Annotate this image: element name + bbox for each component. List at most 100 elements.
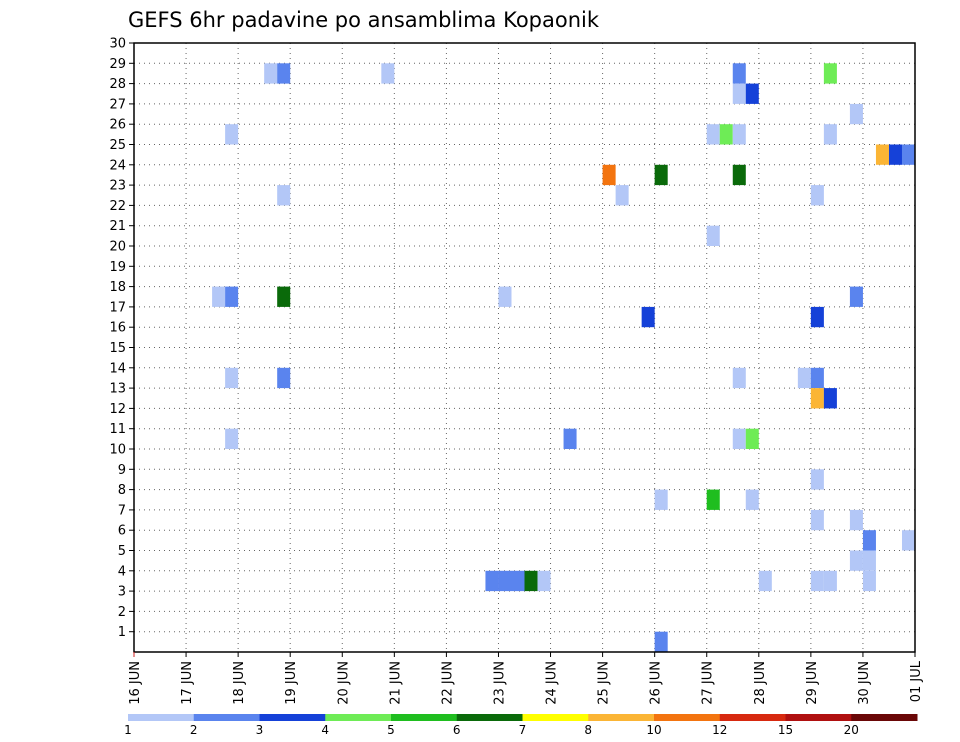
y-tick-label: 7 [118,503,126,518]
y-tick-label: 25 [109,138,126,153]
precip-cell [810,388,824,409]
y-tick-label: 4 [118,564,126,579]
precip-cell [732,83,746,104]
precip-cell [563,428,577,449]
precip-cell [732,164,746,186]
y-tick-label: 26 [109,118,126,133]
legend-swatch [193,714,260,721]
legend-label: 8 [584,723,592,737]
precip-cell [602,164,616,186]
y-tick-label: 10 [109,443,126,458]
legend-swatch [259,714,326,721]
y-tick-label: 12 [109,402,126,417]
precip-cell [745,83,759,104]
y-tick-label: 14 [109,361,126,376]
data-cells [212,63,915,652]
precip-cell [732,124,746,145]
legend-label: 2 [190,723,198,737]
x-tick-label: 24 JUN [545,661,560,705]
precip-cell [225,286,239,307]
legend-label: 12 [712,723,727,737]
precip-cell [277,367,291,389]
precip-cell [706,489,720,510]
y-tick-label: 23 [109,179,126,194]
y-tick-label: 24 [109,158,126,173]
y-tick-label: 27 [109,97,126,112]
legend-swatch [391,714,458,721]
precip-cell [498,570,512,592]
y-tick-label: 28 [109,77,126,92]
grid-lines [134,43,915,652]
x-tick-label: 17 JUN [180,661,195,705]
legend-label: 6 [453,723,461,737]
legend-label: 5 [387,723,395,737]
precip-cell [225,428,239,449]
x-tick-label: 21 JUN [388,661,403,705]
legend-swatch [588,714,655,721]
precip-cell [849,550,863,571]
precip-cell [901,530,915,551]
legend-swatch [325,714,392,721]
legend-swatch [654,714,721,721]
y-tick-label: 15 [109,341,126,356]
precip-cell [654,164,668,186]
y-tick-label: 29 [109,57,126,72]
precip-cell [706,225,720,246]
y-tick-label: 5 [118,544,126,559]
y-tick-label: 3 [118,585,126,600]
precip-cell [485,570,499,592]
precip-cell [823,63,837,84]
precip-cell [862,550,876,571]
y-tick-label: 17 [109,300,126,315]
precip-cell [810,570,824,592]
legend-swatch [128,714,195,721]
precip-cell [810,185,824,206]
x-tick-label: 19 JUN [284,661,299,705]
x-tick-label: 29 JUN [805,661,820,705]
x-tick-label: 25 JUN [597,661,612,705]
x-tick-label: 20 JUN [336,661,351,705]
x-tick-label: 23 JUN [492,661,507,705]
precip-cell [511,570,525,592]
precip-cell [862,570,876,592]
y-tick-label: 6 [118,524,126,539]
x-tick-label: 26 JUN [649,661,664,705]
x-tick-label: 28 JUN [753,661,768,705]
x-tick-label: 18 JUN [232,661,247,705]
precip-cell [745,489,759,510]
legend-swatch [785,714,852,721]
precip-cell [745,428,759,449]
precip-cell [862,530,876,551]
y-tick-label: 19 [109,260,126,275]
precip-cell [810,367,824,389]
precip-cell [719,124,733,145]
color-legend: 1 2 3 4 5 6 7 8 10 12 15 20 [124,714,918,737]
y-tick-label: 2 [118,605,126,620]
precip-cell [537,570,551,592]
precip-cell [225,124,239,145]
legend-label: 4 [321,723,329,737]
x-axis-ticks: 16 JUN 17 JUN 18 JUN 19 JUN 20 JUN 21 JUN 22 J… [128,652,924,705]
precip-cell [797,367,811,389]
precip-cell [901,144,915,165]
legend-label: 3 [256,723,264,737]
y-tick-label: 9 [118,463,126,478]
legend-label: 20 [844,723,859,737]
legend-label: 15 [778,723,793,737]
x-tick-label: 30 JUN [857,661,872,705]
legend-swatch [719,714,786,721]
precip-cell [277,185,291,206]
precip-cell [654,631,668,652]
precip-cell [810,469,824,490]
chart-title: GEFS 6hr padavine po ansamblima Kopaonik [128,8,600,32]
precip-cell [849,103,863,125]
precip-cell [849,509,863,531]
y-tick-label: 16 [109,321,126,336]
precip-cell [823,570,837,592]
y-tick-label: 1 [118,625,126,640]
precip-cell [225,367,239,389]
precip-cell [732,428,746,449]
precip-cell [381,63,395,84]
precip-cell [277,63,291,84]
